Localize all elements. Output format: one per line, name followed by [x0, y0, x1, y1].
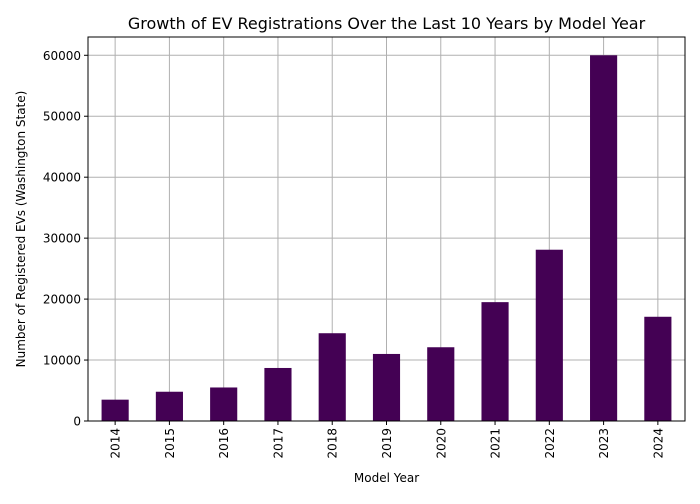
- x-tick-label: 2022: [543, 428, 557, 459]
- bar-2021: [481, 302, 509, 421]
- bar-2019: [372, 353, 401, 421]
- bar-2024: [644, 316, 672, 421]
- bar-2022: [535, 249, 563, 421]
- x-tick-label: 2023: [597, 428, 611, 459]
- x-tick-label: 2021: [489, 428, 503, 459]
- x-tick-label: 2019: [380, 428, 394, 459]
- x-tick-label: 2017: [271, 428, 285, 459]
- x-axis: 2014 2015 2016 2017 2018 2019 2020 2021 2022 2023…: [109, 421, 665, 459]
- y-tick-label: 20000: [43, 293, 81, 307]
- bars: [101, 55, 672, 422]
- y-axis-label: Number of Registered EVs (Washington Sta…: [14, 91, 28, 368]
- bar-2018: [318, 333, 346, 421]
- y-tick-label: 30000: [43, 232, 81, 246]
- chart-title: Growth of EV Registrations Over the Last…: [128, 14, 646, 33]
- y-tick-label: 10000: [43, 354, 81, 368]
- x-tick-label: 2020: [434, 428, 448, 459]
- bar-2023: [590, 55, 618, 422]
- y-axis: 0 10000 20000 30000 40000 50000 60000: [43, 49, 88, 429]
- x-tick-label: 2015: [163, 428, 177, 459]
- bar-2014: [101, 399, 129, 421]
- bar-2016: [210, 387, 238, 421]
- y-tick-label: 40000: [43, 171, 81, 185]
- x-tick-label: 2018: [326, 428, 340, 459]
- bar-2020: [427, 347, 455, 421]
- y-tick-label: 60000: [43, 49, 81, 63]
- bar-2015: [155, 391, 183, 421]
- y-tick-label: 50000: [43, 110, 81, 124]
- bar-2017: [264, 367, 292, 421]
- x-axis-label: Model Year: [354, 471, 419, 485]
- x-tick-label: 2014: [109, 428, 123, 459]
- x-tick-label: 2016: [217, 428, 231, 459]
- y-tick-label: 0: [73, 415, 81, 429]
- x-tick-label: 2024: [651, 428, 665, 459]
